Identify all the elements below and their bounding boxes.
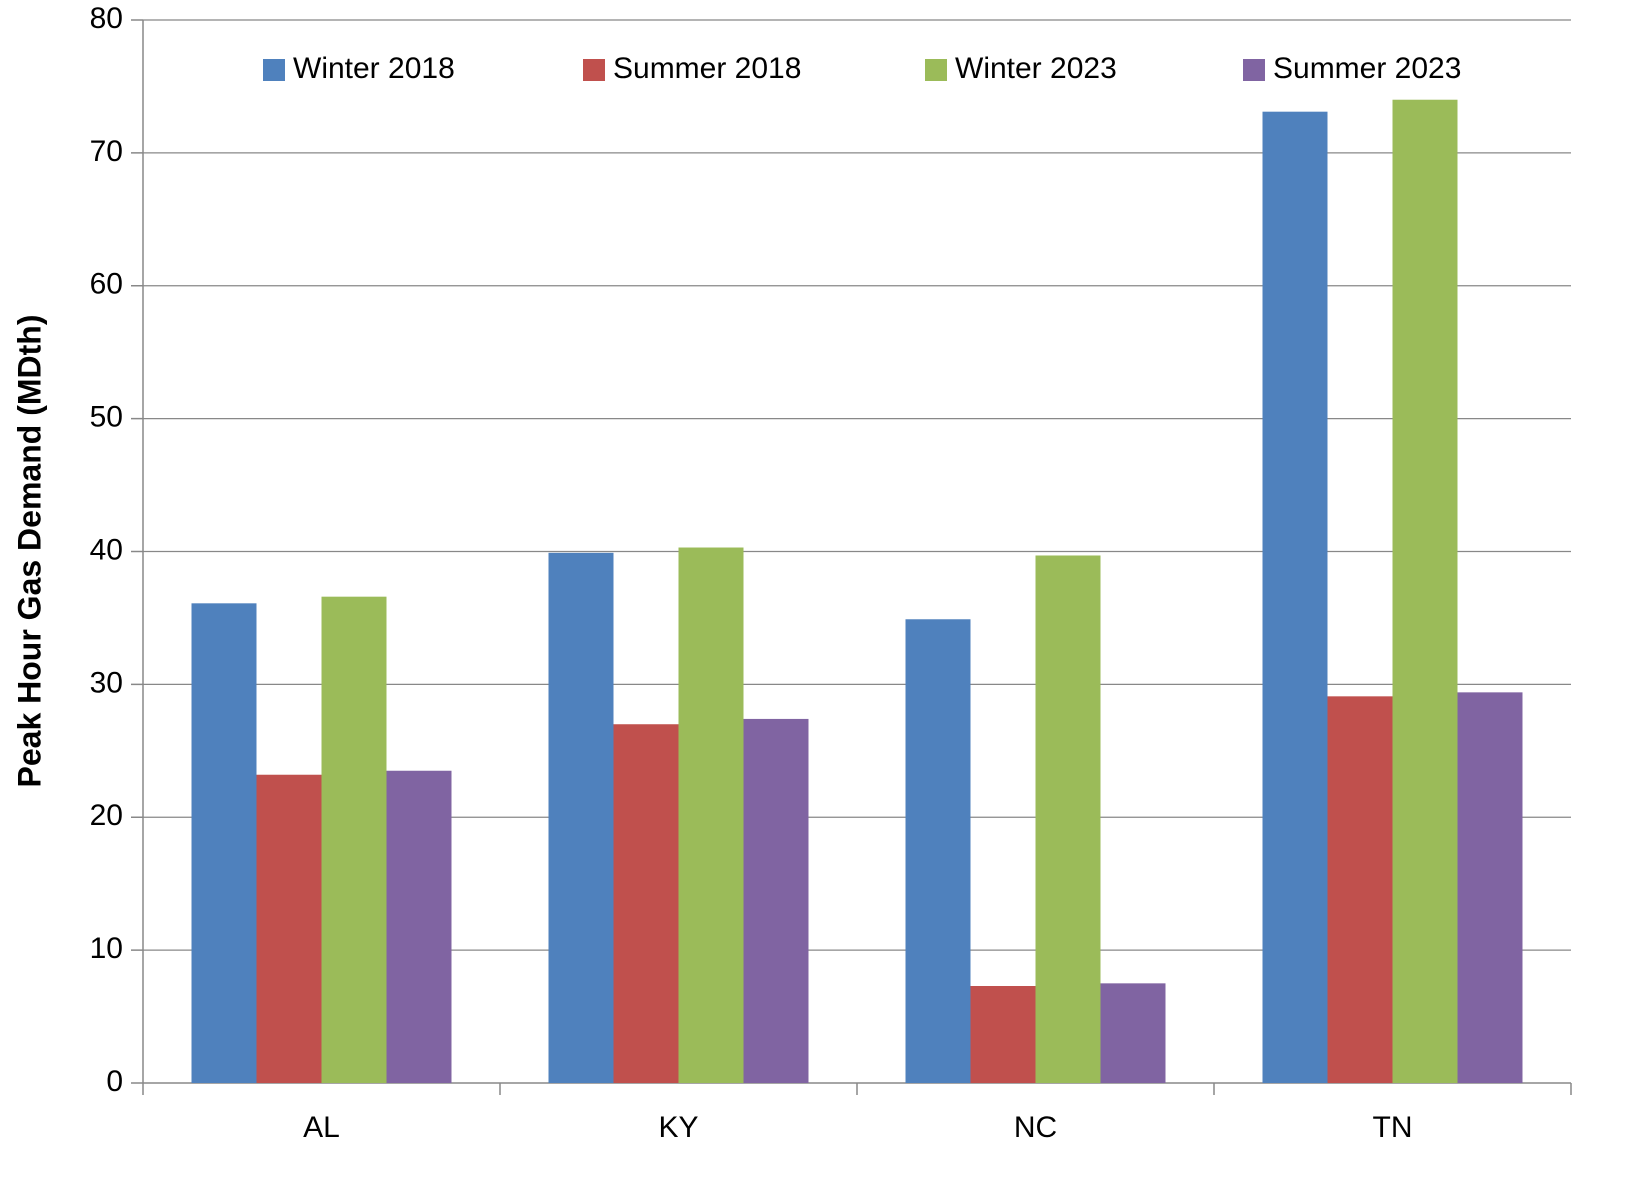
bar — [1035, 555, 1101, 1083]
bar — [743, 718, 809, 1083]
x-tick-label: TN — [1373, 1111, 1413, 1144]
y-tick-label: 20 — [90, 799, 123, 832]
bar — [678, 547, 744, 1083]
y-tick-label: 60 — [90, 268, 123, 301]
y-tick-label: 50 — [90, 401, 123, 434]
bar — [1327, 696, 1393, 1083]
legend-label: Winter 2023 — [955, 52, 1117, 85]
legend-label: Summer 2023 — [1273, 52, 1461, 85]
bar — [970, 986, 1036, 1083]
bar — [905, 619, 971, 1083]
legend-label: Winter 2018 — [293, 52, 455, 85]
legend-swatch — [925, 59, 947, 81]
y-tick-label: 70 — [90, 135, 123, 168]
bar — [386, 770, 452, 1083]
legend-swatch — [583, 59, 605, 81]
bar — [256, 774, 322, 1083]
y-tick-label: 0 — [106, 1065, 123, 1098]
y-tick-label: 10 — [90, 932, 123, 965]
bar — [1262, 111, 1328, 1084]
legend-swatch — [263, 59, 285, 81]
bar — [1392, 99, 1458, 1084]
bar — [1100, 983, 1166, 1083]
legend-label: Summer 2018 — [613, 52, 801, 85]
bar — [191, 603, 257, 1083]
x-tick-label: KY — [658, 1111, 698, 1144]
x-tick-label: AL — [303, 1111, 340, 1144]
y-tick-label: 80 — [90, 2, 123, 35]
bar — [321, 596, 387, 1083]
y-tick-label: 40 — [90, 533, 123, 566]
y-axis-label: Peak Hour Gas Demand (MDth) — [11, 315, 47, 788]
legend-swatch — [1243, 59, 1265, 81]
bar — [613, 724, 679, 1083]
bar — [548, 552, 614, 1083]
bar — [1457, 692, 1523, 1083]
x-tick-label: NC — [1014, 1111, 1057, 1144]
y-tick-label: 30 — [90, 666, 123, 699]
